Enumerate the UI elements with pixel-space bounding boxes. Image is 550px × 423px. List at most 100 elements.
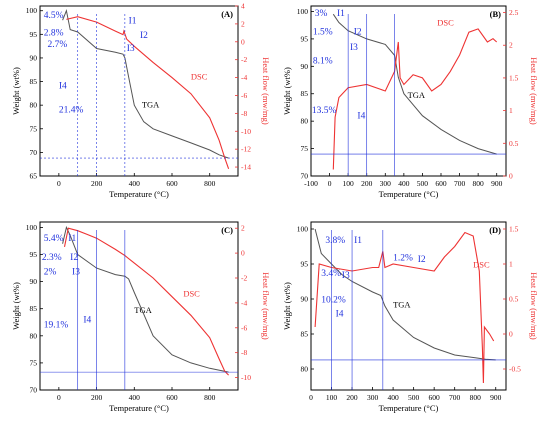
dsc-curve xyxy=(63,227,229,376)
y2-tick-label: -10 xyxy=(241,127,251,136)
y2-tick-label: 1.5 xyxy=(509,225,519,234)
annotation-label: 2.7% xyxy=(48,40,68,50)
y2-tick-label: -8 xyxy=(241,348,247,357)
x-tick-label: 0 xyxy=(309,393,313,402)
tga-curve xyxy=(62,8,229,159)
x-tick-label: 700 xyxy=(449,393,461,402)
annotation-label: I3 xyxy=(72,268,80,278)
y-tick-label: 100 xyxy=(26,6,38,15)
y2-tick-label: -2 xyxy=(241,274,247,283)
y-tick-label: 85 xyxy=(301,330,309,339)
annotation-label: DSC xyxy=(437,18,454,28)
annotation-label: I1 xyxy=(68,234,76,244)
plot-frame xyxy=(310,5,507,177)
y-tick-label: 100 xyxy=(297,7,309,16)
x-tick-label: 600 xyxy=(166,393,178,402)
x-tick-label: 500 xyxy=(417,179,429,188)
annotation-label: 13.5% xyxy=(312,106,337,116)
y2-tick-label: 0.5 xyxy=(509,139,519,148)
annotation-label: DSC xyxy=(473,260,490,270)
x-tick-label: 600 xyxy=(435,179,447,188)
y-tick-label: 90 xyxy=(301,62,309,71)
annotation-label: 10.2% xyxy=(321,296,346,306)
y2-tick-label: 2 xyxy=(241,224,245,233)
tga-curve xyxy=(332,13,497,155)
x-axis-label: Temperature (°C) xyxy=(379,403,439,413)
x-tick-label: 400 xyxy=(398,179,410,188)
y2-tick-label: 4 xyxy=(241,2,245,11)
y2-tick-label: -8 xyxy=(241,109,247,118)
y-axis-label: Weight (wt%) xyxy=(11,67,21,115)
y2-tick-label: -4 xyxy=(241,73,247,82)
annotation-label: I3 xyxy=(127,44,135,54)
dsc-curve xyxy=(332,28,498,170)
y2-tick-label: 0 xyxy=(241,249,245,258)
annotation-label: DSC xyxy=(183,289,200,299)
y2-tick-label: 1 xyxy=(509,106,513,115)
panel-0: 0 200 400 600 800 65 70 75 80 85 90 95 100 -14 -12 -10 -… xyxy=(11,2,271,200)
annotation-label: TGA xyxy=(393,299,411,309)
y2-axis-label: Heat flow (mw/mg) xyxy=(261,272,271,340)
annotation-label: 1.5% xyxy=(313,28,333,38)
x-tick-label: 900 xyxy=(491,179,503,188)
y-tick-label: 90 xyxy=(30,53,38,62)
y-tick-label: 95 xyxy=(301,34,309,43)
y-tick-label: 75 xyxy=(30,358,38,367)
y2-tick-label: -10 xyxy=(241,373,251,382)
plot-frame xyxy=(39,5,239,177)
plot-frame xyxy=(39,221,239,391)
panel-3: 0 100 200 300 400 500 600 700 800 900 80 85 90 95 100 -… xyxy=(282,221,539,413)
annotation-label: 19.1% xyxy=(44,321,69,331)
annotation-label: I4 xyxy=(59,82,67,92)
x-tick-label: 400 xyxy=(387,393,399,402)
y2-axis-label: Heat flow (mw/mg) xyxy=(529,272,539,340)
y-tick-label: 65 xyxy=(30,172,38,181)
y2-tick-label: 2 xyxy=(241,19,245,28)
y2-tick-label: 0.5 xyxy=(509,295,519,304)
x-tick-label: 0 xyxy=(57,179,61,188)
y-tick-label: 70 xyxy=(301,172,309,181)
annotation-label: I3 xyxy=(342,271,350,281)
y-tick-label: 80 xyxy=(30,331,38,340)
x-tick-label: 500 xyxy=(408,393,420,402)
y-tick-label: 100 xyxy=(26,223,38,232)
y-tick-label: 95 xyxy=(30,250,38,259)
x-tick-label: 600 xyxy=(429,393,441,402)
annotation-label: 5.4% xyxy=(44,234,64,244)
annotation-label: TGA xyxy=(134,305,152,315)
y-tick-label: 70 xyxy=(30,386,38,395)
annotation-label: 8.1% xyxy=(313,57,333,67)
x-tick-label: 0 xyxy=(57,393,61,402)
y2-axis-label: Heat flow (mw/mg) xyxy=(529,57,539,125)
annotation-label: I1 xyxy=(354,236,362,246)
y2-tick-label: 2.5 xyxy=(509,8,519,17)
x-tick-label: 300 xyxy=(367,393,379,402)
y-tick-label: 100 xyxy=(297,225,309,234)
y-tick-label: 80 xyxy=(30,101,38,110)
x-tick-label: 800 xyxy=(204,179,216,188)
x-tick-label: 900 xyxy=(490,393,502,402)
x-tick-label: 0 xyxy=(328,179,332,188)
x-tick-label: 800 xyxy=(473,179,485,188)
y-tick-label: 75 xyxy=(301,144,309,153)
y-tick-label: 85 xyxy=(30,304,38,313)
dsc-curve xyxy=(314,231,495,384)
y-tick-label: 90 xyxy=(30,277,38,286)
annotation-label: 21.4% xyxy=(59,105,84,115)
x-tick-label: 200 xyxy=(346,393,358,402)
annotation-label: I2 xyxy=(418,255,426,265)
y2-tick-label: 1 xyxy=(509,260,513,269)
y-tick-label: 75 xyxy=(30,124,38,133)
annotation-label: I1 xyxy=(337,9,345,19)
y-axis-label: Weight (wt%) xyxy=(282,282,292,330)
x-tick-label: 200 xyxy=(91,179,103,188)
annotation-label: 1.2% xyxy=(393,254,413,264)
annotation-label: 2.8% xyxy=(44,28,64,38)
panel-label: (B) xyxy=(490,9,502,19)
y2-tick-label: 0 xyxy=(509,330,513,339)
dsc-curve xyxy=(66,16,230,169)
annotation-label: I3 xyxy=(350,43,358,53)
panel-2: 0 200 400 600 800 70 75 80 85 90 95 100 -10 -8 -6 -4 -2 0… xyxy=(11,221,271,413)
x-tick-label: 800 xyxy=(204,393,216,402)
